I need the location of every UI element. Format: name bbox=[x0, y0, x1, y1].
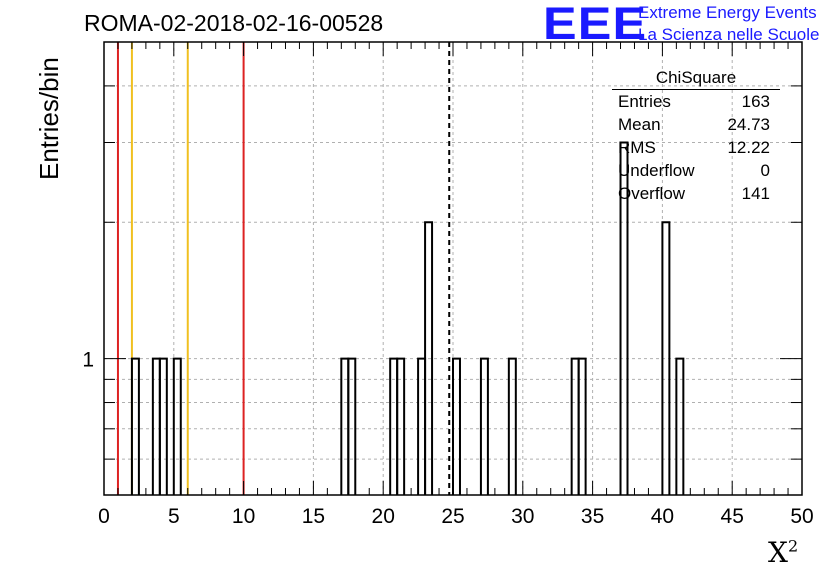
logo-line-1: Extreme Energy Events bbox=[638, 3, 817, 22]
x-tick-label: 40 bbox=[651, 505, 674, 528]
x-tick-label: 0 bbox=[98, 505, 110, 528]
x-tick-label: 35 bbox=[581, 505, 604, 528]
histogram-bar bbox=[130, 357, 140, 495]
logo-line-2: La Scienza nelle Scuole bbox=[638, 25, 820, 44]
stats-key: Underflow bbox=[618, 161, 695, 180]
stats-row-entries: Entries 163 bbox=[612, 90, 780, 113]
x-tick-label: 15 bbox=[302, 505, 325, 528]
histogram-bar bbox=[675, 357, 685, 495]
x-axis-label: X2 bbox=[768, 536, 798, 569]
logo-mark: EEE bbox=[543, 0, 648, 49]
stats-key: Mean bbox=[618, 115, 661, 134]
histogram-bar bbox=[619, 141, 629, 495]
stats-row-overflow: Overflow 141 bbox=[612, 182, 780, 205]
stats-box-title: ChiSquare bbox=[612, 67, 780, 90]
histogram-bar bbox=[172, 357, 182, 495]
stats-value: 0 bbox=[760, 161, 770, 180]
stats-key: RMS bbox=[618, 138, 656, 157]
stats-row-underflow: Underflow 0 bbox=[612, 159, 780, 182]
stats-value: 141 bbox=[741, 184, 770, 203]
x-axis-label-base: X bbox=[768, 536, 788, 569]
histogram-bar bbox=[577, 357, 587, 495]
stats-row-mean: Mean 24.73 bbox=[612, 113, 780, 136]
x-tick-label: 50 bbox=[790, 505, 813, 528]
stats-value: 12.22 bbox=[727, 138, 770, 157]
x-tick-label: 25 bbox=[441, 505, 464, 528]
histogram-bar bbox=[661, 221, 671, 495]
stats-box: ChiSquare Entries 163 Mean 24.73 RMS 12.… bbox=[612, 67, 780, 205]
stats-value: 163 bbox=[741, 92, 770, 111]
histogram-bar bbox=[424, 221, 434, 495]
stats-key: Overflow bbox=[618, 184, 686, 203]
x-tick-label: 10 bbox=[232, 505, 255, 528]
histogram-bar bbox=[396, 357, 406, 495]
histogram-bar bbox=[158, 357, 168, 495]
histogram-bar bbox=[507, 357, 517, 495]
histogram-bar bbox=[479, 357, 489, 495]
stats-key: Entries bbox=[618, 92, 671, 111]
y-tick-label: 1 bbox=[82, 349, 94, 372]
histogram-bar bbox=[452, 357, 461, 495]
x-tick-label: 30 bbox=[511, 505, 534, 528]
stats-value: 24.73 bbox=[727, 115, 770, 134]
x-axis-label-superscript: 2 bbox=[787, 536, 799, 556]
x-tick-label: 45 bbox=[721, 505, 744, 528]
x-tick-label: 5 bbox=[168, 505, 180, 528]
eee-logo: EEE Extreme Energy Events La Scienza nel… bbox=[543, 0, 833, 49]
x-tick-label: 20 bbox=[372, 505, 395, 528]
stats-row-rms: RMS 12.22 bbox=[612, 136, 780, 159]
histogram-bar bbox=[347, 357, 357, 495]
chart-title: ROMA-02-2018-02-16-00528 bbox=[84, 10, 384, 36]
